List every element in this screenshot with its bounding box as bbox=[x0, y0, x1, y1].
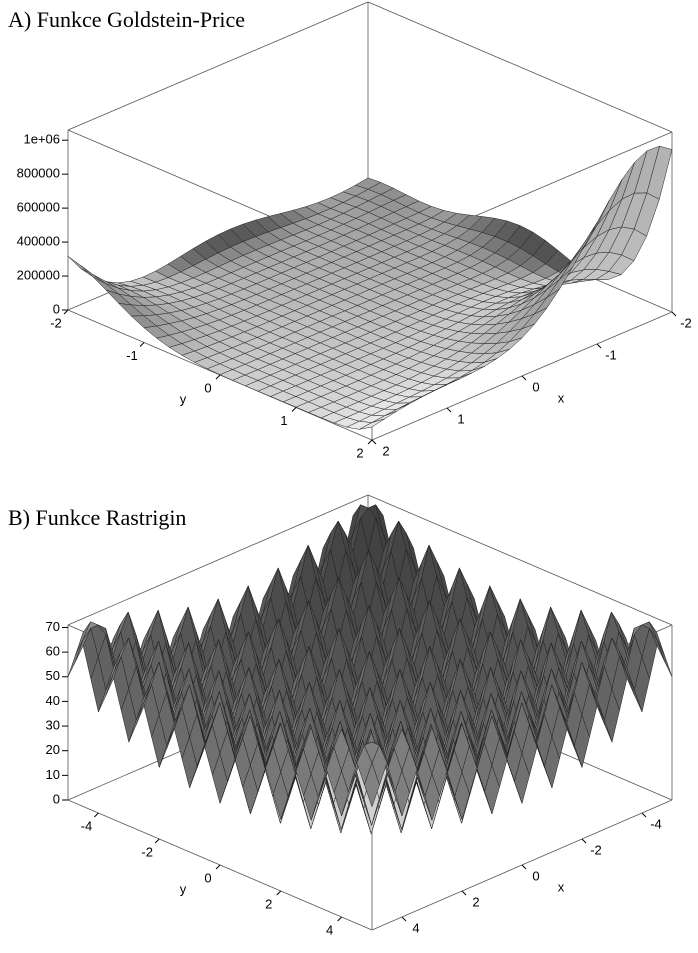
y-tick-label: -2 bbox=[50, 315, 62, 330]
x-tick bbox=[461, 890, 467, 896]
box-edge bbox=[367, 1, 673, 133]
x-tick bbox=[596, 343, 602, 349]
z-tick-label: 800000 bbox=[17, 166, 60, 181]
y-tick-label: 2 bbox=[265, 896, 272, 911]
z-tick-label: 200000 bbox=[17, 267, 60, 282]
z-tick-label: 400000 bbox=[17, 234, 60, 249]
box-edge bbox=[67, 1, 369, 131]
x-tick bbox=[401, 916, 407, 922]
y-axis-label: y bbox=[180, 881, 187, 896]
y-tick-label: -4 bbox=[81, 818, 93, 833]
surface-chart: B) Funkce Rastrigin010203040506070-4-202… bbox=[8, 494, 673, 937]
y-tick bbox=[215, 374, 221, 380]
z-tick-label: 40 bbox=[46, 693, 60, 708]
y-tick bbox=[337, 916, 342, 922]
chart-title: B) Funkce Rastrigin bbox=[8, 505, 186, 530]
chart-title: A) Funkce Goldstein-Price bbox=[8, 7, 245, 32]
x-tick bbox=[581, 838, 587, 844]
y-tick-label: 2 bbox=[356, 445, 363, 460]
y-tick bbox=[276, 890, 282, 896]
x-axis-label: x bbox=[558, 879, 565, 894]
x-tick bbox=[446, 407, 452, 413]
x-tick bbox=[521, 375, 527, 381]
z-tick-label: 0 bbox=[53, 301, 60, 316]
y-tick bbox=[154, 838, 160, 844]
x-tick-label: 0 bbox=[532, 868, 539, 883]
z-tick-label: 10 bbox=[46, 767, 60, 782]
y-tick-label: 0 bbox=[204, 870, 211, 885]
y-tick bbox=[139, 342, 145, 347]
z-tick-label: 50 bbox=[46, 668, 60, 683]
z-tick-label: 60 bbox=[46, 644, 60, 659]
x-tick-label: 4 bbox=[412, 920, 419, 935]
z-tick-label: 20 bbox=[46, 742, 60, 757]
y-tick-label: 4 bbox=[326, 922, 333, 937]
x-tick-label: 2 bbox=[472, 894, 479, 909]
x-tick-label: -4 bbox=[650, 816, 662, 831]
surface bbox=[67, 145, 673, 430]
surface-facet bbox=[359, 418, 385, 430]
z-tick-label: 30 bbox=[46, 717, 60, 732]
box-edge bbox=[67, 494, 369, 626]
x-tick bbox=[641, 812, 647, 818]
y-axis-label: y bbox=[180, 391, 187, 406]
x-tick-label: 2 bbox=[382, 443, 389, 458]
surface-facet bbox=[67, 639, 84, 677]
z-tick-label: 600000 bbox=[17, 200, 60, 215]
x-tick-label: 1 bbox=[457, 411, 464, 426]
z-tick-label: 70 bbox=[46, 619, 60, 634]
x-tick-label: -2 bbox=[590, 842, 602, 857]
x-tick bbox=[371, 439, 377, 445]
x-tick bbox=[521, 864, 527, 870]
y-tick-label: -1 bbox=[126, 348, 138, 363]
x-axis-label: x bbox=[558, 390, 565, 405]
x-tick bbox=[671, 311, 677, 317]
y-tick bbox=[94, 812, 99, 818]
x-tick-label: -2 bbox=[680, 315, 692, 330]
surface-facet bbox=[656, 639, 673, 677]
y-tick bbox=[367, 439, 373, 445]
y-tick bbox=[63, 309, 69, 315]
surface-chart: A) Funkce Goldstein-Price 0 200000 400000 60… bbox=[8, 1, 692, 460]
x-tick-label: 0 bbox=[532, 379, 539, 394]
y-tick-label: 1 bbox=[280, 413, 287, 428]
box-edge bbox=[367, 494, 673, 626]
z-tick-label: 0 bbox=[53, 791, 60, 806]
surface bbox=[67, 504, 673, 835]
surface-facet bbox=[80, 265, 106, 284]
x-tick-label: -1 bbox=[605, 347, 617, 362]
y-tick-label: -2 bbox=[141, 844, 153, 859]
y-tick bbox=[215, 864, 221, 870]
y-tick bbox=[291, 407, 297, 412]
y-tick-label: 0 bbox=[204, 380, 211, 395]
z-tick-label: 1e+06 bbox=[23, 132, 60, 147]
surface-facet bbox=[364, 762, 380, 808]
